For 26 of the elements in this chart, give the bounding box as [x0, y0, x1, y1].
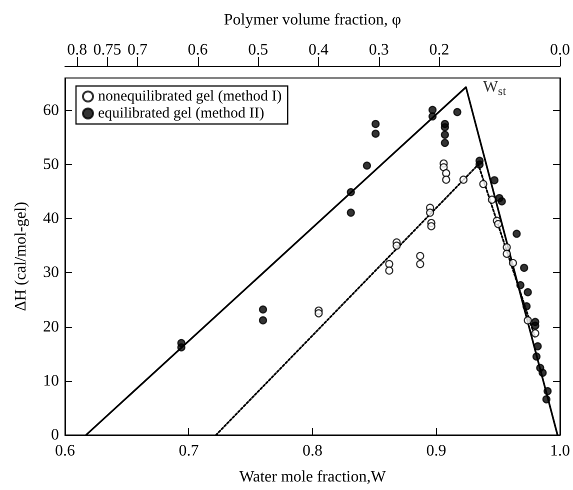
- y-axis-title: ΔH (cal/mol-gel): [12, 202, 30, 312]
- x2-axis-title: Polymer volume fraction, φ: [224, 12, 402, 28]
- x2-tick-label: 0.8: [67, 42, 88, 58]
- x-tick-label: 1.0: [550, 442, 570, 460]
- x2-tick-label: 0.0: [550, 42, 570, 58]
- y-tick-label: 20: [43, 318, 59, 336]
- x-tick-label: 0.6: [55, 442, 75, 460]
- x-tick-label: 0.9: [426, 442, 446, 460]
- legend-label: nonequilibrated gel (method I): [98, 88, 282, 104]
- x2-tick-label: 0.7: [127, 42, 148, 58]
- y-tick-label: 30: [43, 264, 59, 282]
- x-tick-label: 0.7: [178, 442, 199, 460]
- y-tick-label: 40: [43, 210, 59, 228]
- x2-tick-label: 0.6: [188, 42, 208, 58]
- x-tick-label: 0.8: [302, 442, 322, 460]
- x2-tick-label: 0.2: [429, 42, 450, 58]
- x2-tick-label: 0.75: [93, 42, 122, 58]
- x2-tick-label: 0.4: [308, 42, 329, 58]
- y-tick-label: 10: [43, 372, 59, 390]
- y-tick-label: 50: [43, 156, 59, 174]
- y-tick-label: 0: [51, 426, 59, 444]
- x2-tick-label: 0.5: [248, 42, 268, 58]
- x2-tick-label: 0.3: [368, 42, 389, 58]
- legend-label: equilibrated gel (method II): [98, 106, 264, 122]
- y-tick-label: 60: [43, 102, 59, 119]
- x-axis-title: Water mole fraction,W: [239, 468, 387, 486]
